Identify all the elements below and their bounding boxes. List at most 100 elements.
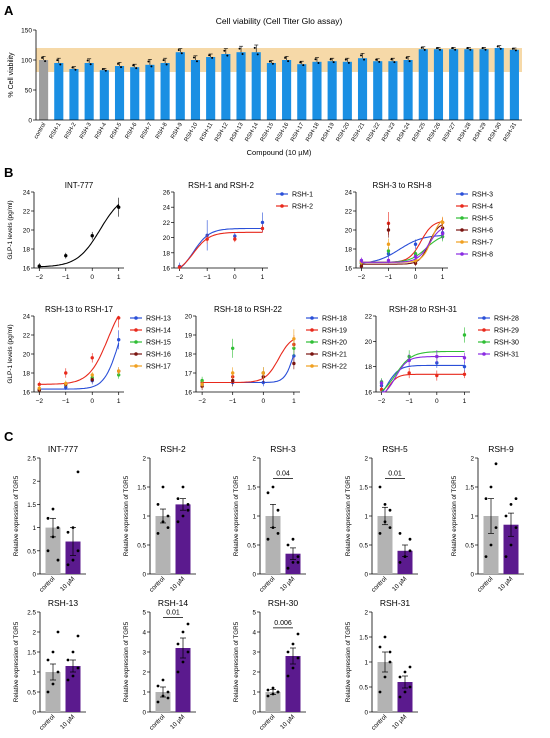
fit-curve xyxy=(179,231,263,269)
legend-label: RSH-5 xyxy=(472,216,493,223)
panel-letter-a: A xyxy=(4,3,14,18)
data-point xyxy=(59,63,62,66)
legend-marker xyxy=(310,364,314,368)
data-point xyxy=(440,232,445,236)
data-point xyxy=(166,526,170,529)
data-point xyxy=(261,371,265,375)
tgr5-expression-chart: RSH-30 0 1 2 3 4 5 Relative expression of TGR5 c… xyxy=(233,598,306,732)
category-tick-label: RSH-5 xyxy=(109,122,123,140)
data-point xyxy=(156,503,160,506)
data-point xyxy=(393,61,396,64)
data-point xyxy=(76,549,80,553)
data-point xyxy=(296,632,300,636)
y-tick-label: 18 xyxy=(185,352,193,359)
data-point xyxy=(378,60,381,63)
data-point xyxy=(76,666,80,670)
bar xyxy=(206,57,216,120)
y-axis-label: Relative expression of TGR5 xyxy=(345,475,352,556)
data-point xyxy=(291,666,295,670)
y-axis-label: Relative expression of TGR5 xyxy=(233,475,240,556)
x-tick-label: 0 xyxy=(414,274,418,281)
y-tick-label: 1.5 xyxy=(465,485,474,492)
bar xyxy=(84,63,94,120)
data-point xyxy=(462,364,467,369)
y-tick-label: 0.5 xyxy=(247,543,256,550)
data-point xyxy=(268,60,271,63)
legend-label: RSH-22 xyxy=(322,364,347,371)
bar xyxy=(494,48,504,120)
y-tick-label: 0.5 xyxy=(465,543,474,550)
category-tick-label: RSH-8 xyxy=(155,122,169,140)
bar xyxy=(282,60,292,120)
category-tick-label: RSH-2 xyxy=(64,122,78,140)
fit-curve xyxy=(39,342,120,390)
data-point xyxy=(66,530,70,534)
data-point xyxy=(378,690,382,694)
data-point xyxy=(408,60,411,63)
data-point xyxy=(292,337,296,341)
legend-marker xyxy=(482,328,486,332)
bar xyxy=(130,67,140,120)
chart-title: Cell viability (Cell Titer Glo assay) xyxy=(216,16,343,26)
category-tick-label: control xyxy=(148,575,166,593)
data-point xyxy=(271,62,274,65)
data-point xyxy=(514,497,518,500)
data-point xyxy=(504,514,508,518)
data-point xyxy=(56,59,59,62)
data-point xyxy=(90,377,94,382)
category-tick-label: RSH-6 xyxy=(125,122,139,140)
data-point xyxy=(451,47,454,50)
bar xyxy=(449,49,459,121)
bar xyxy=(377,662,393,712)
data-point xyxy=(166,514,170,518)
data-point xyxy=(231,371,235,375)
y-tick-label: 0 xyxy=(364,710,368,717)
dose-response-chart: RSH-18 to RSH-22 16 17 18 19 20 −2 −1 0 1 RSH-18 RS… xyxy=(185,305,347,405)
y-tick-label: 20 xyxy=(23,352,31,359)
data-point xyxy=(271,686,275,690)
chart-title: RSH-2 xyxy=(160,444,186,454)
data-point xyxy=(489,543,493,547)
chart-title: RSH-13 xyxy=(48,598,79,608)
y-tick-label: 22 xyxy=(345,209,353,216)
y-tick-label: 1 xyxy=(252,690,256,697)
y-tick-label: 1 xyxy=(32,525,36,532)
y-tick-label: 19 xyxy=(185,333,193,340)
bar xyxy=(327,61,337,120)
y-tick-label: 16 xyxy=(163,266,171,273)
legend-marker xyxy=(134,316,138,320)
data-point xyxy=(166,690,170,694)
y-axis-label: Relative expression of TGR5 xyxy=(123,621,130,702)
legend-label: RSH-1 xyxy=(292,192,313,199)
chart-title: RSH-5 xyxy=(382,444,408,454)
y-tick-label: 18 xyxy=(163,250,171,257)
legend-label: RSH-16 xyxy=(146,352,171,359)
data-point xyxy=(405,56,408,59)
data-point xyxy=(314,58,317,61)
category-tick-label: control xyxy=(370,575,388,593)
category-tick-label: RSH-13 xyxy=(229,122,245,143)
data-point xyxy=(435,354,439,359)
y-tick-label: 0 xyxy=(252,710,256,717)
y-tick-label: 2 xyxy=(364,610,368,617)
data-point xyxy=(37,264,41,268)
y-tick-label: 1 xyxy=(142,514,146,521)
x-tick-label: 0 xyxy=(90,274,94,281)
y-tick-label: 22 xyxy=(23,209,31,216)
x-tick-label: −2 xyxy=(378,398,386,405)
data-point xyxy=(64,253,68,258)
data-point xyxy=(56,526,60,529)
y-tick-label: 2.5 xyxy=(27,610,36,617)
bar xyxy=(45,672,61,712)
y-tick-label: 1 xyxy=(252,514,256,521)
data-point xyxy=(420,46,423,49)
legend-label: RSH-2 xyxy=(292,204,313,211)
tgr5-expression-chart: RSH-5 0 0.5 1 1.5 2 Relative expression of TGR… xyxy=(345,444,418,594)
category-tick-label: RSH-23 xyxy=(381,122,397,143)
data-point xyxy=(90,373,94,377)
data-point xyxy=(378,485,382,489)
fit-curve xyxy=(39,315,120,385)
bar xyxy=(155,692,171,712)
legend-marker xyxy=(310,352,314,356)
data-point xyxy=(462,356,467,360)
